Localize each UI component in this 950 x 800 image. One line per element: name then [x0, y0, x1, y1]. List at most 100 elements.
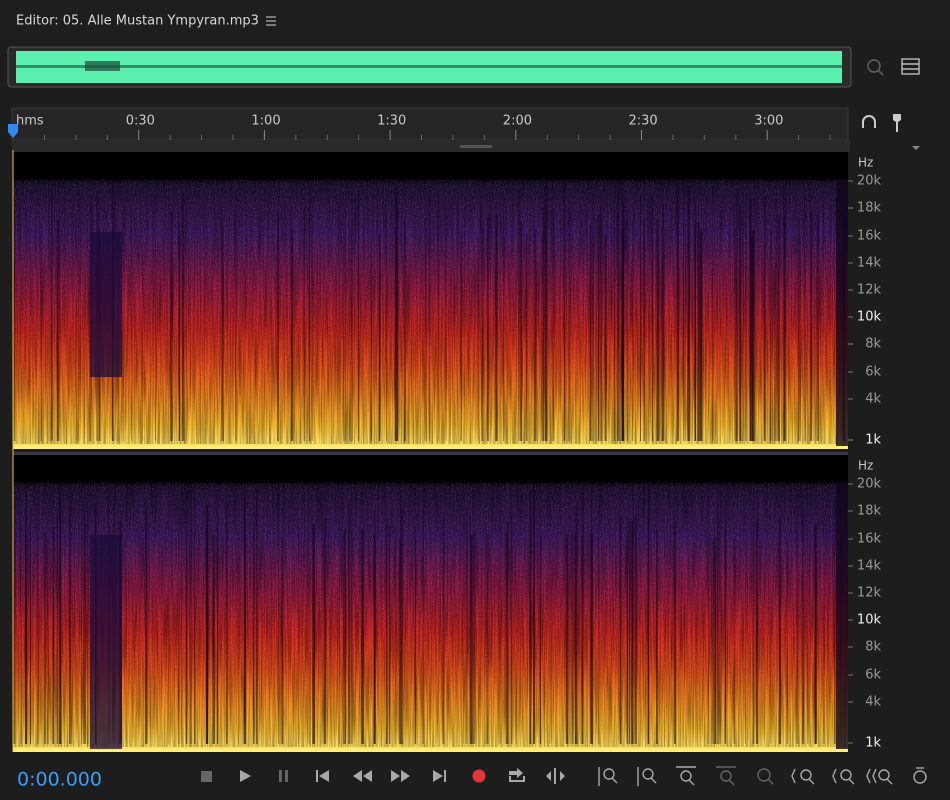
spectrogram-stripe	[753, 198, 756, 441]
spectrogram-stripe	[752, 489, 755, 744]
zoom-out-point[interactable]	[832, 768, 855, 785]
overview-quiet	[85, 61, 120, 71]
spectrogram-stripe	[619, 518, 622, 744]
zoom-full[interactable]	[866, 768, 893, 785]
zoom-in-amplitude[interactable]	[598, 767, 618, 786]
spectrogram-stripe	[505, 532, 507, 744]
spectrogram-stripe	[385, 488, 387, 744]
spectrogram-stripe	[774, 199, 778, 441]
spectrogram-dark-end	[836, 482, 848, 749]
spectrogram-stripe	[536, 225, 537, 441]
playhead[interactable]	[8, 124, 18, 138]
spectrogram-stripe	[769, 228, 772, 441]
time-ruler[interactable]	[11, 107, 849, 141]
spectrogram-stripe	[13, 482, 15, 744]
hz-label: 14k	[857, 256, 882, 271]
skip-start-button[interactable]	[316, 770, 329, 782]
spectrogram-quiet	[90, 535, 122, 752]
spectrogram-stripe	[344, 528, 346, 744]
marker-icon[interactable]	[893, 114, 901, 132]
spectrogram-stripe	[676, 183, 680, 441]
spectrogram-stripe	[809, 490, 811, 744]
spectrogram-stripe	[399, 538, 402, 744]
pause-button[interactable]	[279, 770, 288, 782]
spectrogram-stripe	[820, 236, 822, 441]
hz-label: 20k	[857, 477, 882, 492]
spectrogram-stripe	[694, 224, 696, 441]
spectrogram-stripe	[589, 224, 592, 441]
spectrogram-stripe	[181, 489, 183, 744]
zoom-reset[interactable]	[913, 767, 927, 784]
spectrogram-stripe	[50, 190, 53, 441]
spectrogram-stripe	[827, 509, 830, 744]
panel-menu[interactable]	[266, 16, 276, 26]
spectrogram-stripe	[58, 182, 60, 441]
spectrogram-stripe	[687, 186, 691, 441]
spectrogram-stripe	[716, 486, 719, 744]
hz-label: 12k	[857, 586, 882, 601]
spectrogram-stripe	[178, 506, 180, 744]
spectrogram-stripe	[242, 507, 245, 744]
forward-button[interactable]	[391, 770, 410, 782]
spectrogram-stripe	[181, 191, 184, 441]
ruler-label: 3:00	[754, 114, 783, 129]
spectrogram-stripe	[733, 538, 736, 744]
loop-button[interactable]	[509, 768, 525, 782]
spectrogram-stripe	[59, 483, 61, 744]
zoom-selection[interactable]	[757, 768, 774, 785]
channel-header	[12, 140, 850, 152]
spectrogram-stripe	[569, 496, 571, 744]
spectrogram-stripe	[222, 214, 224, 441]
zoom-out-time[interactable]	[716, 766, 736, 786]
spectrogram-stripe	[84, 516, 86, 744]
spectrogram-stripe	[771, 198, 773, 441]
spectrogram-stripe	[469, 515, 471, 744]
spectrogram-stripe	[749, 191, 752, 441]
editor-title: Editor: 05. Alle Mustan Ympyran.mp3	[16, 14, 259, 29]
spectrogram-top	[13, 152, 848, 179]
skip-end-button[interactable]	[433, 770, 446, 782]
hz-unit: Hz	[858, 459, 873, 473]
spectrogram-stripe	[700, 228, 702, 441]
record-button[interactable]	[472, 769, 486, 783]
spectrogram-stripe	[486, 216, 489, 441]
spectrogram-stripe	[13, 194, 16, 441]
spectrogram-stripe	[281, 536, 284, 744]
spectrogram-stripe	[564, 490, 566, 744]
spectrogram-stripe	[533, 230, 537, 441]
display-toggle[interactable]	[901, 58, 920, 75]
spectrogram-stripe	[20, 482, 22, 744]
spectrogram-stripe	[724, 480, 727, 744]
spectrogram-stripe	[807, 487, 809, 744]
play-button[interactable]	[240, 770, 251, 782]
stop-button[interactable]	[201, 771, 212, 782]
zoom-out-amplitude[interactable]	[637, 767, 657, 786]
skip-selection-button[interactable]	[546, 768, 565, 784]
spectrogram-stripe	[802, 513, 805, 744]
spectrogram-stripe	[617, 191, 619, 441]
zoom-in-point[interactable]	[791, 768, 815, 785]
spectrogram-stripe	[52, 526, 55, 744]
spectrogram-stripe	[85, 523, 86, 744]
spectrogram-stripe	[631, 522, 634, 744]
hz-label: 6k	[865, 668, 881, 683]
channel-menu[interactable]	[912, 146, 920, 150]
resize-handle[interactable]	[460, 145, 492, 148]
spectrogram-channel: Hz 20k 18k 16k 14k 12k 10k 8k 6k 4k 1k	[13, 152, 881, 449]
hz-label: 14k	[857, 559, 882, 574]
hz-unit: Hz	[858, 156, 873, 170]
spectrogram-stripe	[348, 224, 352, 441]
spectrogram-stripe	[370, 233, 372, 441]
spectrogram-stripe	[400, 506, 404, 744]
ruler-label: 2:00	[503, 114, 532, 129]
zoom-selection-icon[interactable]	[867, 59, 884, 76]
spectrogram-stripe	[712, 186, 714, 441]
spectrogram-stripe	[462, 514, 464, 744]
snap-icon[interactable]	[862, 115, 876, 128]
spectrogram-stripe	[582, 522, 583, 744]
rewind-button[interactable]	[353, 770, 372, 782]
spectrogram-stripe	[142, 205, 143, 441]
zoom-in-time[interactable]	[676, 766, 696, 786]
spectrogram-stripe	[563, 181, 566, 441]
spectrogram-stripe	[503, 196, 505, 441]
